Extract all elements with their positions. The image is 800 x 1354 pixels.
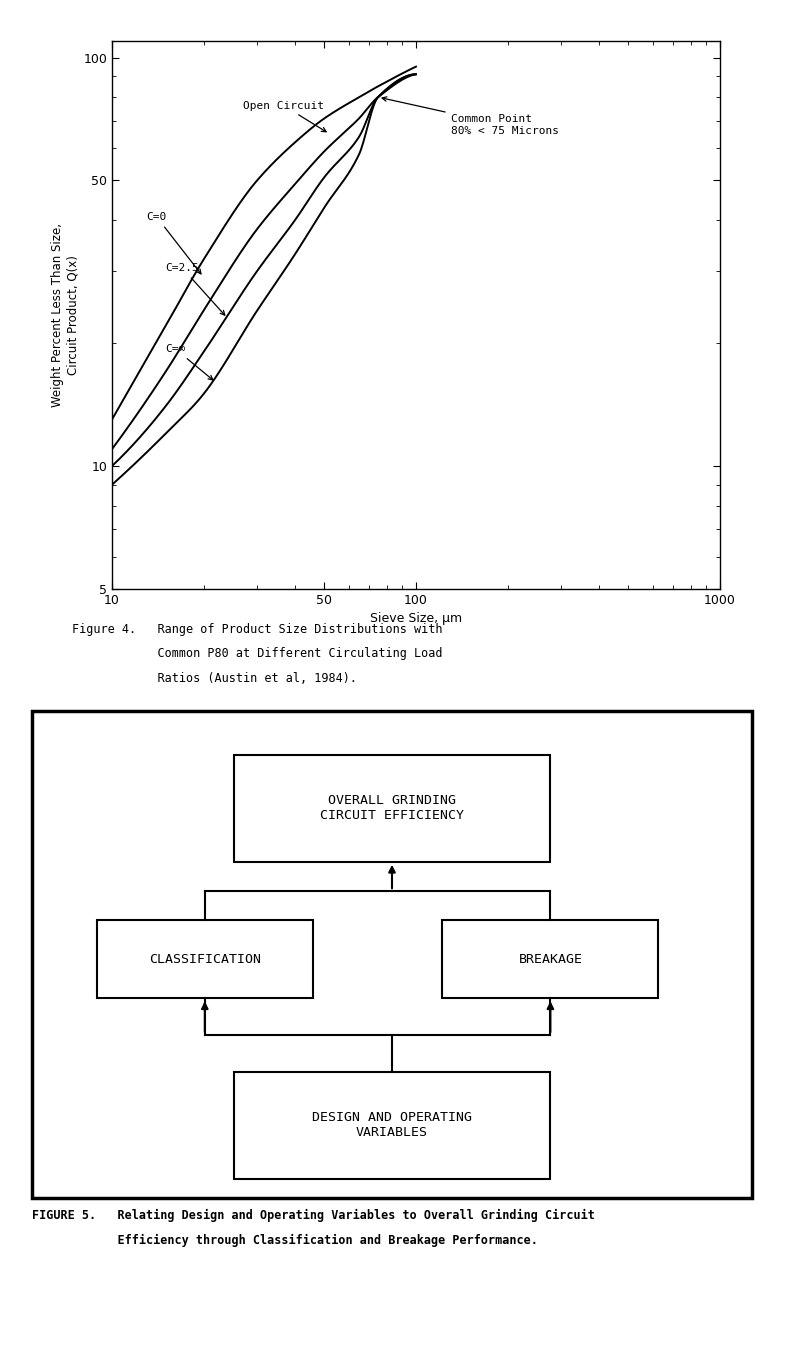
Text: Efficiency through Classification and Breakage Performance.: Efficiency through Classification and Br… [32,1233,538,1247]
Text: C=2.5: C=2.5 [166,263,225,315]
Y-axis label: Weight Percent Less Than Size,
Circuit Product, Q(x): Weight Percent Less Than Size, Circuit P… [51,223,79,406]
Text: OVERALL GRINDING
CIRCUIT EFFICIENCY: OVERALL GRINDING CIRCUIT EFFICIENCY [320,795,464,822]
Bar [442,921,658,998]
Text: C=0: C=0 [146,213,201,274]
Text: Figure 4.   Range of Product Size Distributions with: Figure 4. Range of Product Size Distribu… [72,623,442,636]
Text: FIGURE 5.   Relating Design and Operating Variables to Overall Grinding Circuit: FIGURE 5. Relating Design and Operating … [32,1209,595,1223]
Bar [234,754,550,862]
X-axis label: Sieve Size, μm: Sieve Size, μm [370,612,462,626]
Text: BREAKAGE: BREAKAGE [518,953,582,965]
Text: DESIGN AND OPERATING
VARIABLES: DESIGN AND OPERATING VARIABLES [312,1112,472,1139]
Text: CLASSIFICATION: CLASSIFICATION [149,953,261,965]
Text: Ratios (Austin et al, 1984).: Ratios (Austin et al, 1984). [72,672,357,685]
Text: Open Circuit: Open Circuit [243,100,326,131]
Text: Common Point
80% < 75 Microns: Common Point 80% < 75 Microns [382,96,558,135]
Bar [97,921,313,998]
Text: Common P80 at Different Circulating Load: Common P80 at Different Circulating Load [72,647,442,661]
Text: C=∞: C=∞ [166,344,213,380]
Bar [234,1071,550,1179]
